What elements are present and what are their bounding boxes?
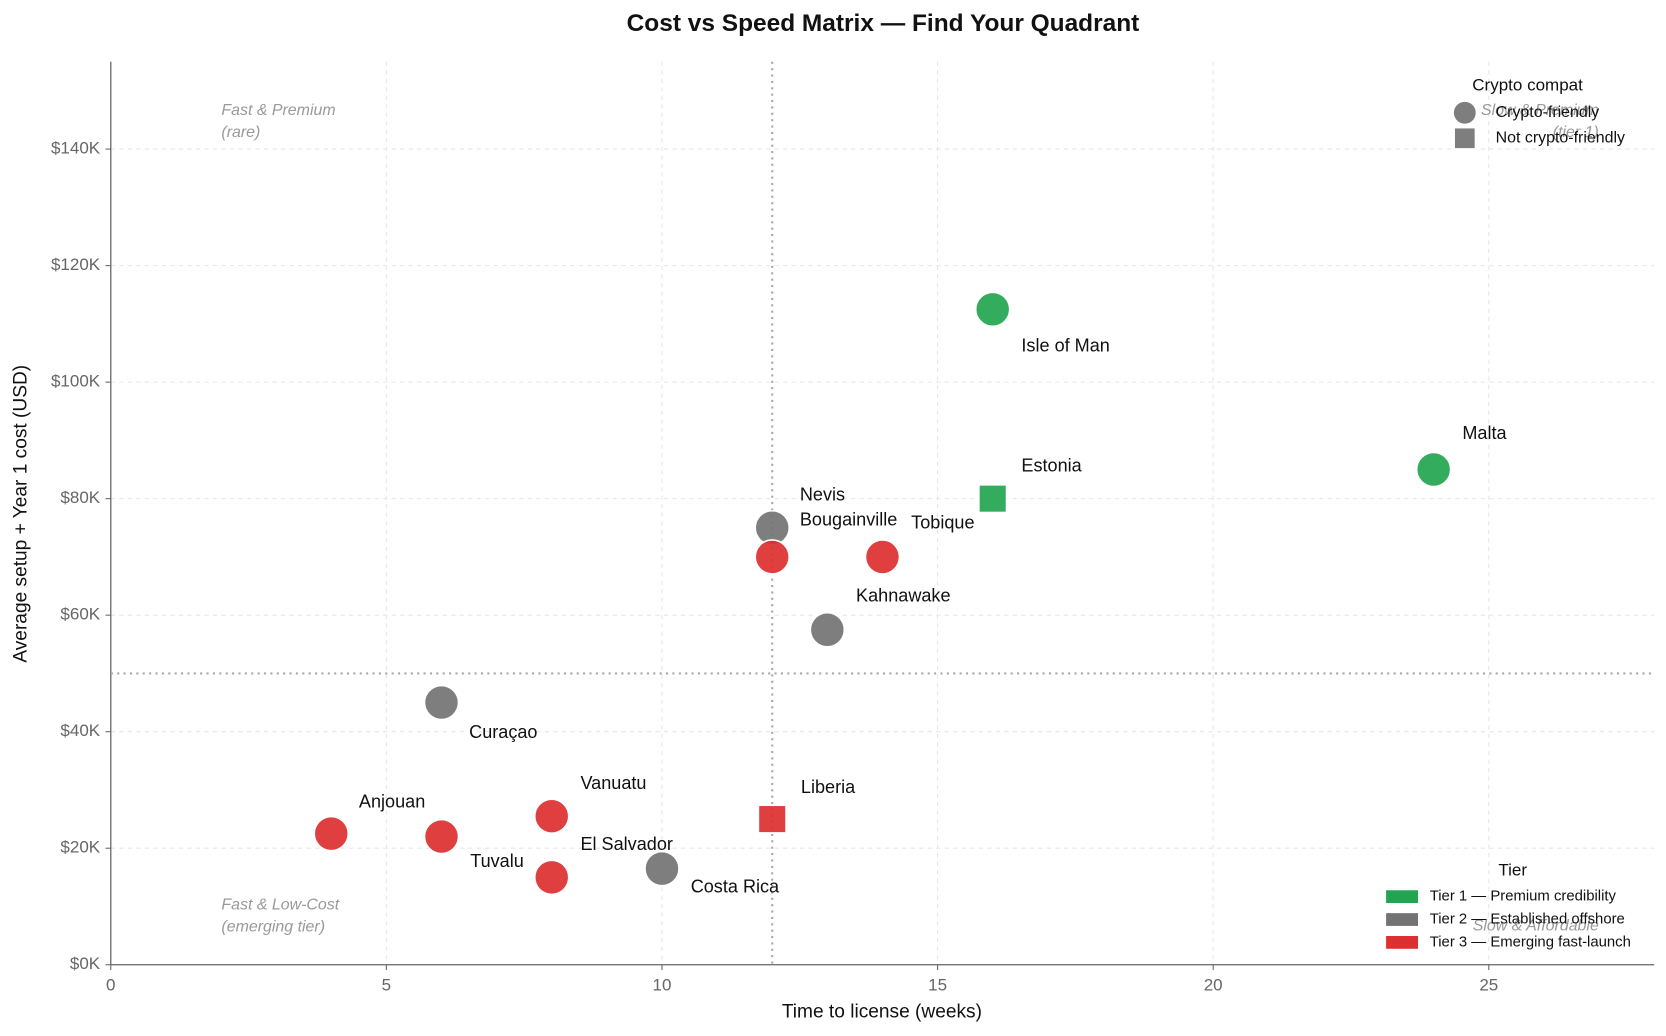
legend-label: Not crypto-friendly — [1496, 129, 1625, 146]
legend-label: Tier 3 — Emerging fast-launch — [1430, 934, 1631, 950]
point-label: Anjouan — [359, 792, 425, 812]
point-label: Estonia — [1021, 456, 1082, 476]
point-label: Kahnawake — [856, 586, 950, 606]
legend-swatch — [1386, 936, 1419, 949]
marker — [423, 818, 460, 855]
marker — [533, 798, 570, 834]
quadrant-label: Slow & Premium — [1481, 102, 1599, 119]
point-label: Isle of Man — [1021, 335, 1109, 355]
quadrant-label: (emerging tier) — [221, 919, 325, 936]
legend-title: Tier — [1498, 861, 1527, 880]
legend-title: Crypto compat — [1472, 76, 1583, 95]
marker — [313, 815, 350, 852]
y-tick-label: $40K — [60, 721, 100, 740]
x-tick-label: 25 — [1479, 976, 1498, 995]
point-label: Bougainville — [800, 510, 898, 530]
legend-marker — [1453, 126, 1477, 150]
x-tick-label: 10 — [653, 976, 672, 995]
quadrant-label: (rare) — [221, 124, 260, 141]
legend-marker — [1452, 100, 1478, 126]
marker — [423, 684, 460, 721]
marker — [533, 859, 570, 896]
marker — [757, 804, 787, 834]
legend-label: Crypto-friendly — [1496, 104, 1600, 121]
point-label: Costa Rica — [691, 877, 780, 897]
point-label: Nevis — [800, 485, 845, 505]
y-axis-label: Average setup + Year 1 cost (USD) — [10, 365, 31, 663]
legend-label: Tier 2 — Established offshore — [1430, 911, 1625, 927]
x-tick-label: 5 — [382, 976, 391, 995]
legend-swatch — [1386, 890, 1419, 904]
x-axis-label: Time to license (weeks) — [782, 1002, 982, 1023]
quadrant-label: Fast & Premium — [221, 102, 335, 119]
legend-label: Tier 1 — Premium credibility — [1430, 889, 1617, 905]
marker — [978, 484, 1008, 514]
y-tick-label: $20K — [60, 838, 100, 857]
point-label: Tobique — [911, 513, 974, 533]
quadrant-label: Fast & Low-Cost — [221, 896, 339, 913]
point-label: El Salvador — [580, 834, 672, 854]
quadrant-label: (tier 1) — [1553, 124, 1599, 141]
point-label: Tuvalu — [470, 851, 524, 871]
y-tick-label: $120K — [51, 255, 101, 274]
quadrant-label: Slow & Affordable — [1473, 918, 1599, 935]
y-tick-label: $80K — [60, 488, 100, 507]
x-tick-label: 15 — [928, 976, 947, 995]
marker — [1415, 451, 1452, 488]
x-tick-label: 0 — [106, 976, 115, 995]
legend-swatch — [1386, 913, 1419, 926]
y-tick-label: $140K — [51, 139, 101, 158]
chart-title: Cost vs Speed Matrix — Find Your Quadran… — [627, 10, 1140, 37]
marker — [864, 539, 901, 575]
point-label: Curaçao — [469, 722, 537, 742]
y-tick-label: $100K — [51, 372, 101, 391]
marker — [644, 850, 680, 887]
x-tick-label: 20 — [1204, 976, 1223, 995]
marker — [754, 539, 791, 575]
point-label: Malta — [1462, 423, 1507, 443]
point-label: Vanuatu — [580, 773, 646, 793]
point-label: Liberia — [801, 777, 856, 797]
y-tick-label: $60K — [60, 605, 100, 624]
marker — [809, 611, 846, 648]
y-tick-label: $0K — [70, 954, 101, 973]
marker — [974, 291, 1011, 328]
